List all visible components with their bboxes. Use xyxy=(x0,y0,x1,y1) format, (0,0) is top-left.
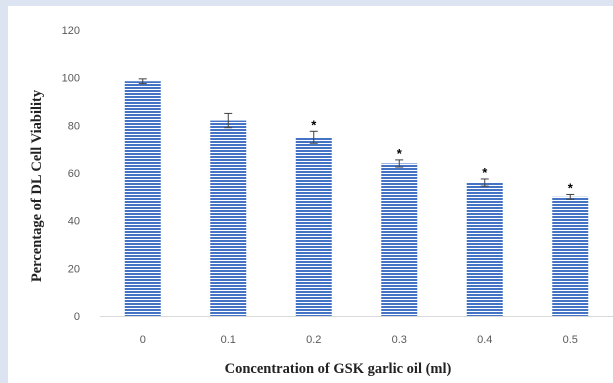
y-tick-label: 20 xyxy=(68,263,80,275)
significance-marker: * xyxy=(568,180,574,195)
bar xyxy=(124,81,161,316)
x-tick-label: 0 xyxy=(140,334,146,346)
y-tick-label: 100 xyxy=(62,73,80,85)
significance-marker: * xyxy=(397,146,403,161)
x-axis-ticks: 0 0.1 0.2 0.3 0.4 0.5 xyxy=(140,334,578,346)
plot-panel: 0 20 40 60 80 100 120 * * * * 0 0.1 0.2 0.3 0.4 0.5 Pe… xyxy=(8,6,613,383)
y-tick-label: 60 xyxy=(68,168,80,180)
significance-marker: * xyxy=(482,165,488,180)
x-tick-label: 0.5 xyxy=(563,334,578,346)
bar-chart: 0 20 40 60 80 100 120 * * * * 0 0.1 0.2 0.3 0.4 0.5 Pe… xyxy=(29,25,613,377)
error-bars xyxy=(138,78,575,200)
significance-markers: * * * * xyxy=(311,117,574,195)
bar xyxy=(552,196,589,316)
bars xyxy=(124,81,589,316)
y-axis-title: Percentage of DL Cell Viability xyxy=(29,89,45,282)
y-tick-label: 120 xyxy=(62,25,80,37)
x-tick-label: 0.2 xyxy=(306,334,321,346)
y-axis-ticks: 0 20 40 60 80 100 120 xyxy=(62,25,80,323)
significance-marker: * xyxy=(311,117,317,132)
bar xyxy=(210,120,247,316)
x-axis-title: Concentration of GSK garlic oil (ml) xyxy=(225,361,452,377)
y-tick-label: 0 xyxy=(74,311,80,323)
y-tick-label: 80 xyxy=(68,120,80,132)
y-tick-label: 40 xyxy=(68,216,80,228)
x-tick-label: 0.3 xyxy=(392,334,407,346)
bar xyxy=(295,137,332,316)
bar xyxy=(381,163,418,316)
x-tick-label: 0.1 xyxy=(221,334,236,346)
x-tick-label: 0.4 xyxy=(477,334,492,346)
bar xyxy=(466,182,503,316)
